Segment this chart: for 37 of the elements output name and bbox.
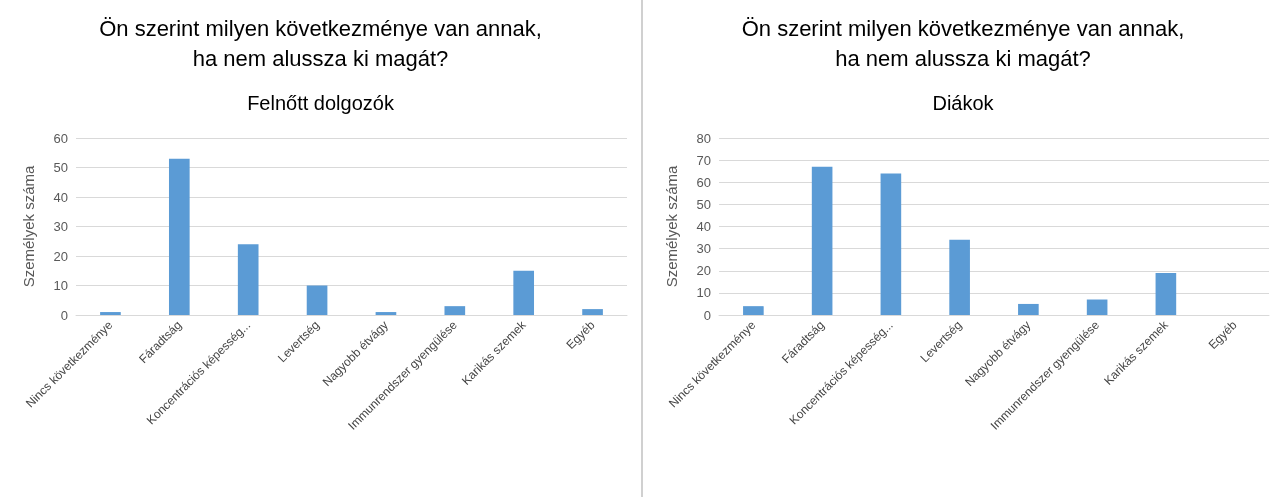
bar bbox=[168, 158, 190, 315]
y-tick-label: 40 bbox=[53, 189, 68, 205]
y-tick-label: 50 bbox=[696, 196, 711, 212]
bar bbox=[1155, 272, 1177, 315]
y-tick-label: 0 bbox=[60, 307, 68, 323]
bar bbox=[237, 244, 259, 315]
chart-subtitle: Felnőtt dolgozók bbox=[247, 92, 395, 114]
y-tick-label: 60 bbox=[53, 130, 68, 146]
y-axis-title: Személyek száma bbox=[663, 165, 680, 288]
y-tick-label: 0 bbox=[703, 307, 711, 323]
bar bbox=[306, 285, 328, 315]
chart-title: Ön szerint milyen következménye van annak, ha nem alussza ki magát? bbox=[99, 15, 542, 71]
y-tick-label: 30 bbox=[53, 219, 68, 234]
y-tick-label: 10 bbox=[53, 278, 68, 293]
bar bbox=[949, 239, 970, 315]
y-tick-label: 10 bbox=[696, 285, 711, 301]
y-tick-label: 20 bbox=[696, 263, 711, 279]
bar bbox=[375, 312, 397, 315]
bar bbox=[743, 306, 764, 315]
chart-subtitle: Diákok bbox=[932, 92, 995, 114]
chart-title: Ön szerint milyen következménye van annak, ha nem alussza ki magát? bbox=[741, 15, 1185, 71]
y-tick-label: 20 bbox=[53, 248, 68, 264]
bar bbox=[100, 312, 121, 315]
y-tick-label: 50 bbox=[53, 160, 68, 175]
bar bbox=[880, 173, 902, 315]
bar bbox=[513, 270, 535, 315]
y-axis-title: Személyek száma bbox=[20, 165, 37, 288]
bar bbox=[1086, 299, 1108, 315]
y-tick-label: 30 bbox=[696, 241, 711, 257]
bar bbox=[582, 309, 603, 315]
y-tick-label: 70 bbox=[696, 152, 711, 168]
y-tick-label: 40 bbox=[696, 219, 711, 234]
bar bbox=[444, 306, 466, 315]
y-tick-label: 60 bbox=[696, 174, 711, 190]
bar bbox=[811, 166, 833, 315]
y-tick-label: 80 bbox=[696, 130, 711, 146]
bar bbox=[1018, 303, 1039, 315]
